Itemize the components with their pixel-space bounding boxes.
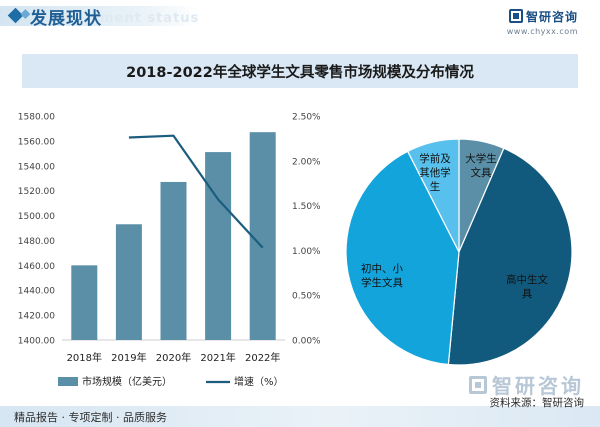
x-tick-label: 2020年	[156, 351, 191, 364]
pie-label-high-school: 高中生文	[506, 273, 548, 286]
bar	[71, 265, 98, 340]
pie-label-university: 文具	[471, 166, 492, 179]
bar	[205, 152, 232, 340]
big-brand-watermark: 智研咨询	[469, 370, 584, 399]
y-left-tick-label: 1400.00	[18, 337, 55, 347]
x-tick-label: 2022年	[245, 351, 280, 364]
bar	[160, 181, 187, 340]
legend-bar-swatch	[58, 377, 78, 386]
pie-slice	[345, 150, 460, 366]
y-right-tick-label: 1.00%	[292, 247, 321, 257]
big-brand-name: 智研咨询	[492, 374, 584, 398]
footer: 精品报告 · 专项定制 · 品质服务 资料来源：智研咨询	[0, 397, 600, 427]
y-left-tick-label: 1520.00	[18, 187, 55, 197]
y-left-tick-label: 1460.00	[18, 262, 55, 272]
bar	[249, 132, 276, 340]
footer-source: 资料来源：智研咨询	[489, 397, 585, 409]
pie-label-university: 大学生	[465, 152, 497, 165]
y-left-tick-label: 1500.00	[18, 212, 55, 222]
y-left-tick-label: 1560.00	[18, 137, 55, 147]
big-brand-icon	[469, 375, 487, 394]
footer-bar	[0, 406, 600, 427]
y-left-tick-label: 1440.00	[18, 287, 55, 297]
pie-label-preschool: 学前及	[419, 152, 451, 165]
pie-label-preschool: 生	[430, 180, 441, 193]
section-title: 发展现状	[30, 9, 102, 29]
x-tick-label: 2021年	[200, 351, 235, 364]
y-right-tick-label: 0.50%	[292, 292, 321, 302]
bar	[115, 224, 142, 340]
header-bar	[0, 6, 200, 26]
header-watermark: ment status	[100, 11, 200, 26]
y-left-tick-label: 1540.00	[18, 162, 55, 172]
x-tick-label: 2019年	[111, 351, 146, 364]
brand-name: 智研咨询	[525, 9, 578, 24]
brand-url[interactable]: www.chyxx.com	[506, 27, 578, 36]
header: 发展现状 ment status 智研咨询 www.chyxx.com	[0, 0, 600, 40]
legend-bar-label: 市场规模（亿美元）	[82, 375, 172, 388]
chart-title: 2018-2022年全球学生文具零售市场规模及分布情况	[126, 64, 474, 81]
pie-label-high-school: 具	[522, 288, 533, 300]
brand[interactable]: 智研咨询	[508, 6, 578, 26]
pie-label-junior-primary: 初中、小	[361, 262, 403, 275]
y-right-tick-label: 1.50%	[292, 202, 321, 212]
x-tick-label: 2018年	[67, 351, 102, 364]
pie-slice	[406, 138, 460, 253]
pie-label-junior-primary: 学生文具	[361, 276, 403, 289]
y-left-tick-label: 1420.00	[18, 312, 55, 322]
y-left-tick-label: 1480.00	[18, 237, 55, 247]
pie-slice	[447, 147, 573, 366]
y-right-tick-label: 0.00%	[292, 337, 321, 347]
pie-label-preschool: 其他学	[419, 166, 451, 179]
growth-line	[128, 134, 264, 249]
y-left-tick-label: 1580.00	[18, 113, 55, 123]
brand-logo-icon	[508, 9, 523, 23]
y-right-tick-label: 2.50%	[292, 113, 321, 123]
y-right-tick-label: 2.00%	[292, 157, 321, 167]
legend-line-label: 增速（%）	[234, 375, 284, 388]
footer-tagline: 精品报告 · 专项定制 · 品质服务	[14, 411, 167, 424]
chart-title-box: 2018-2022年全球学生文具零售市场规模及分布情况	[22, 54, 578, 88]
